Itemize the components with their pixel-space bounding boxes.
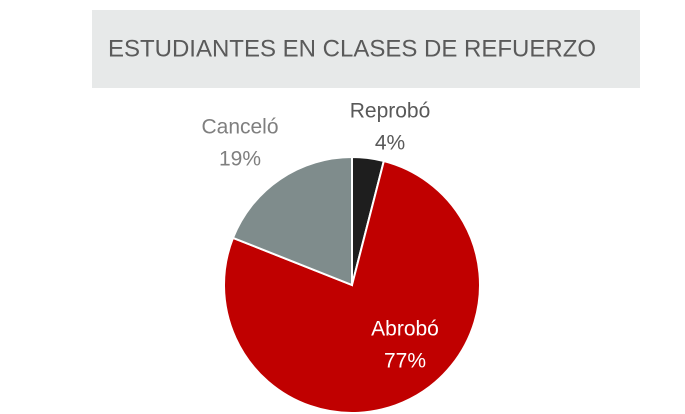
slice-label: Canceló <box>201 116 278 139</box>
slice-value-label: 77% <box>384 350 426 373</box>
slice-value-label: 19% <box>219 148 261 171</box>
slice-label: Abrobó <box>371 318 439 341</box>
slice-label: Reprobó <box>350 100 431 123</box>
chart-title: ESTUDIANTES EN CLASES DE REFUERZO <box>108 35 596 62</box>
pie-slice <box>231 155 353 287</box>
slice-value-label: 4% <box>375 132 405 155</box>
title-banner <box>92 10 640 88</box>
pie-slice <box>223 159 481 414</box>
